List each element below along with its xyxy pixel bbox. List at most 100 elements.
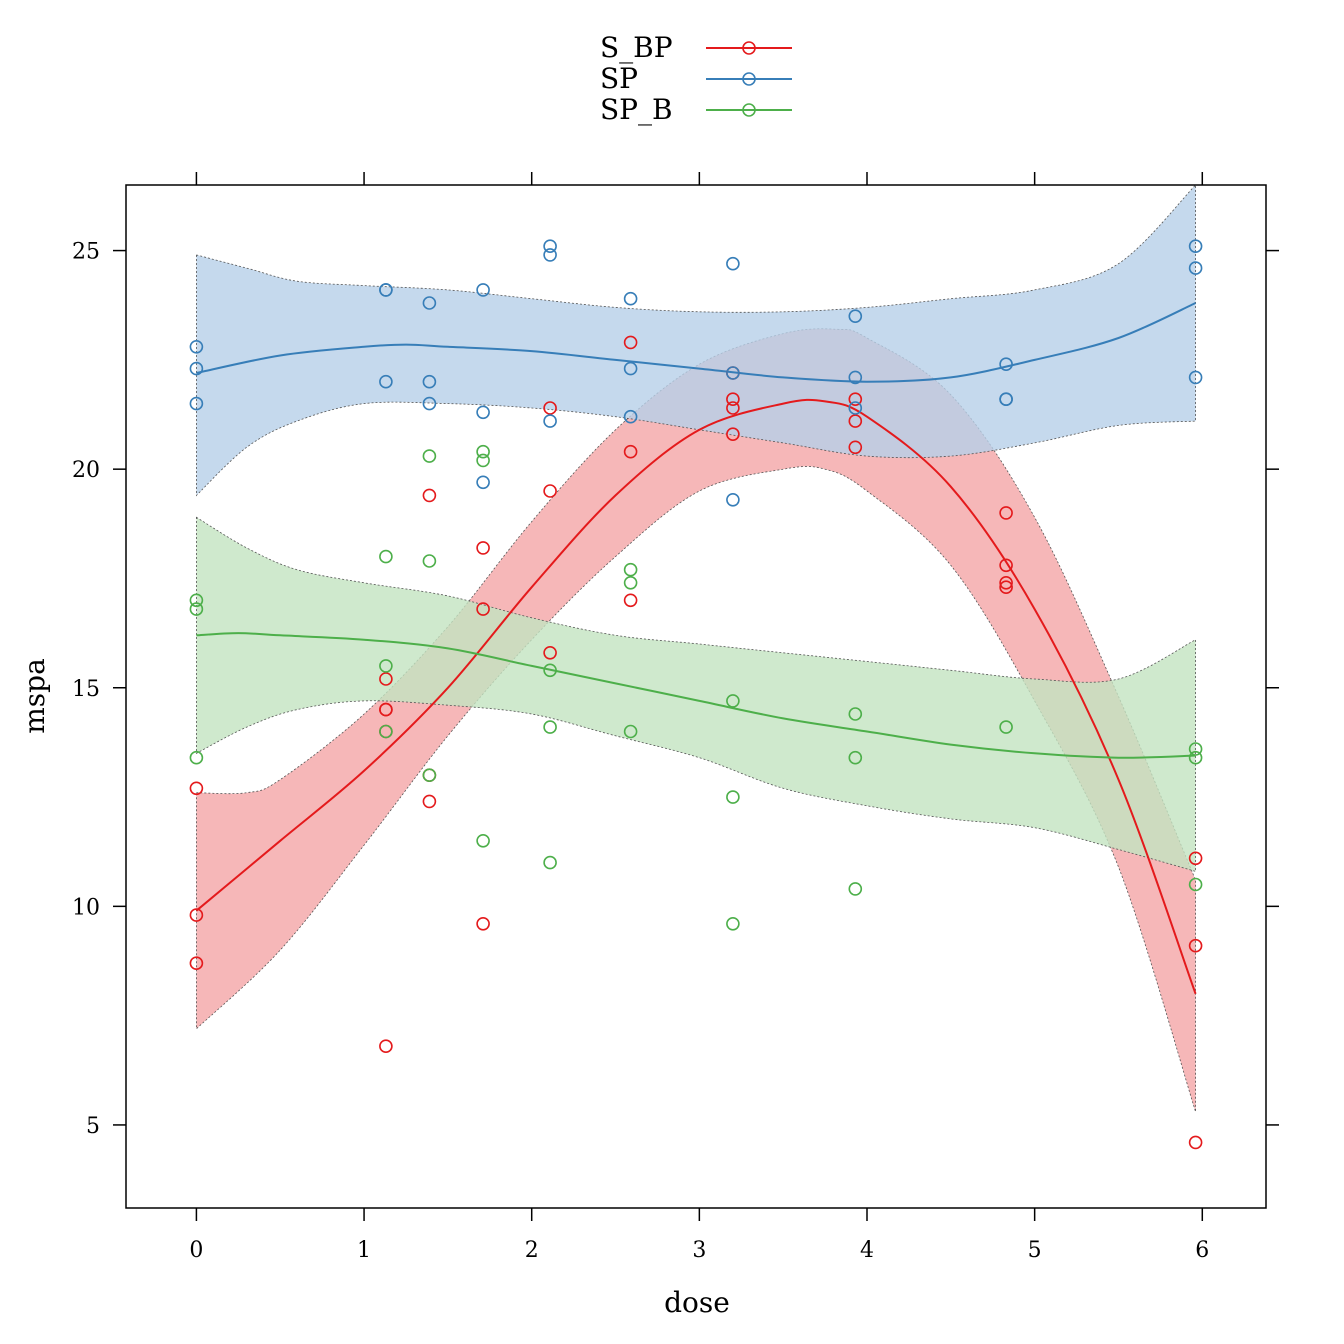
data-point-sp xyxy=(189,361,204,376)
data-point-s-bp xyxy=(422,794,437,809)
axes: 0 1 2 3 4 5 6 5 10 15 20 25 xyxy=(72,172,1279,1263)
legend-marker-sp-b xyxy=(742,103,756,117)
band-sp-b xyxy=(196,516,1196,872)
data-point-s-bp xyxy=(848,392,863,407)
data-point-s-bp xyxy=(543,401,557,415)
data-point-sp xyxy=(422,396,437,411)
legend-marker-sp xyxy=(742,72,756,86)
y-tick-label: 25 xyxy=(72,240,100,265)
data-point-s-bp xyxy=(848,414,863,428)
data-point-sp-b xyxy=(1188,877,1203,892)
data-point-s-bp xyxy=(379,1039,393,1053)
y-tick-label: 20 xyxy=(72,458,100,483)
data-point-sp-b xyxy=(999,720,1013,734)
data-point-sp-b xyxy=(1188,742,1203,756)
fit-lines xyxy=(195,302,1197,995)
data-point-sp xyxy=(848,370,863,385)
data-point-s-bp xyxy=(476,602,490,616)
data-point-s-bp xyxy=(379,672,393,686)
data-point-sp xyxy=(1188,239,1203,253)
data-point-s-bp xyxy=(1188,938,1203,953)
data-point-sp-b xyxy=(726,694,740,708)
data-point-sp xyxy=(848,309,863,324)
data-point-sp xyxy=(476,475,490,490)
data-point-s-bp xyxy=(623,335,638,350)
data-point-sp xyxy=(476,283,490,297)
data-point-sp xyxy=(726,492,740,507)
data-points xyxy=(189,239,1203,1150)
y-tick-label: 10 xyxy=(72,895,100,920)
data-point-sp-b xyxy=(379,549,393,564)
data-point-sp-b xyxy=(379,659,393,673)
data-point-sp xyxy=(623,361,638,376)
data-point-sp xyxy=(189,396,204,411)
legend-label-s-bp: S_BP xyxy=(600,31,673,64)
legend-marker-s-bp xyxy=(742,41,756,55)
data-point-sp-b xyxy=(1188,750,1203,765)
x-tick-label: 2 xyxy=(525,1238,539,1263)
data-point-sp xyxy=(543,414,557,428)
data-point-sp xyxy=(1188,370,1203,385)
y-tick-label: 15 xyxy=(72,677,100,702)
data-point-sp xyxy=(476,405,490,420)
x-tick-label: 5 xyxy=(1028,1238,1042,1263)
data-point-sp xyxy=(726,256,740,271)
data-point-sp xyxy=(1188,261,1203,275)
data-point-s-bp xyxy=(726,401,740,415)
data-point-sp xyxy=(623,291,638,306)
data-point-s-bp xyxy=(379,702,393,717)
x-axis-title: dose xyxy=(664,1286,730,1319)
data-point-sp-b xyxy=(848,707,863,721)
data-point-s-bp xyxy=(189,956,204,971)
data-point-s-bp xyxy=(422,488,437,503)
x-tick-label: 0 xyxy=(189,1238,203,1263)
data-point-sp-b xyxy=(476,833,490,848)
data-point-sp-b xyxy=(189,602,204,616)
fit-line-sp xyxy=(196,302,1197,383)
data-point-sp-b xyxy=(623,724,638,739)
plot-frame xyxy=(125,184,1267,1209)
data-point-sp-b xyxy=(189,593,204,608)
data-point-sp-b xyxy=(623,562,638,577)
x-tick-label: 3 xyxy=(692,1238,706,1263)
data-point-sp xyxy=(379,283,393,297)
data-point-s-bp xyxy=(726,427,740,442)
data-point-sp xyxy=(848,401,863,415)
data-point-sp-b xyxy=(422,449,437,463)
data-point-sp xyxy=(422,296,437,310)
data-point-sp-b xyxy=(476,444,490,459)
x-tick-label: 1 xyxy=(357,1238,371,1263)
band-s-bp xyxy=(196,328,1196,1112)
data-point-sp-b xyxy=(848,750,863,765)
data-point-sp-b xyxy=(543,663,557,678)
data-point-sp-b xyxy=(726,916,740,931)
data-point-s-bp xyxy=(623,444,638,459)
data-point-sp xyxy=(543,248,557,262)
data-point-s-bp xyxy=(999,575,1013,590)
data-point-s-bp xyxy=(476,916,490,931)
data-point-sp-b xyxy=(422,554,437,568)
data-point-sp-b xyxy=(543,855,557,870)
x-tick-label: 6 xyxy=(1195,1238,1209,1263)
data-point-s-bp xyxy=(999,506,1013,520)
legend-label-sp-b: SP_B xyxy=(600,93,673,126)
data-point-s-bp xyxy=(1188,1135,1203,1150)
data-point-s-bp xyxy=(1188,851,1203,866)
legend-label-sp: SP xyxy=(600,62,638,95)
data-point-sp-b xyxy=(379,724,393,739)
data-point-sp-b xyxy=(848,882,863,896)
data-point-s-bp xyxy=(543,484,557,498)
data-point-sp xyxy=(379,374,393,389)
fit-line-sp-b xyxy=(196,632,1196,759)
data-point-sp xyxy=(543,239,557,253)
data-point-sp xyxy=(999,357,1013,372)
data-point-sp xyxy=(422,374,437,389)
data-point-s-bp xyxy=(476,541,490,555)
confidence-bands xyxy=(196,184,1196,1112)
data-point-sp-b xyxy=(623,575,638,590)
data-point-s-bp xyxy=(189,781,204,796)
data-point-sp-b xyxy=(422,768,437,783)
fit-line-s-bp xyxy=(195,398,1197,995)
data-point-s-bp xyxy=(999,580,1013,595)
